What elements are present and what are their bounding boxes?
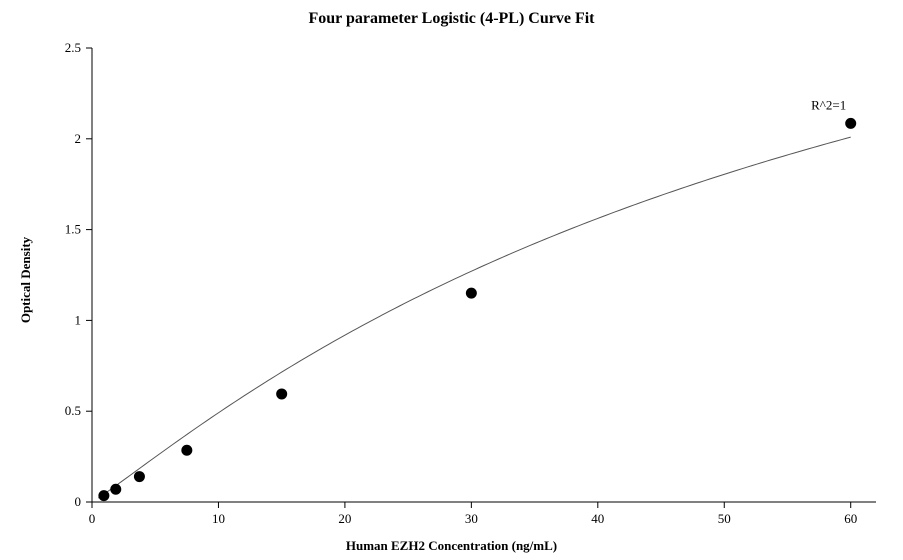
- r-squared-annotation: R^2=1: [811, 97, 846, 112]
- x-tick-label: 50: [718, 511, 731, 526]
- y-axis-label-wrap: Optical Density: [16, 0, 36, 560]
- x-tick-label: 60: [844, 511, 857, 526]
- y-tick-label: 2: [75, 131, 82, 146]
- data-point: [846, 118, 856, 128]
- y-tick-label: 1.5: [65, 222, 81, 237]
- y-tick-label: 1: [75, 312, 82, 327]
- x-axis-label: Human EZH2 Concentration (ng/mL): [0, 538, 903, 554]
- x-tick-label: 10: [212, 511, 225, 526]
- data-point: [99, 491, 109, 501]
- data-point: [466, 288, 476, 298]
- data-point: [182, 445, 192, 455]
- fit-curve: [98, 137, 850, 498]
- chart-title: Four parameter Logistic (4-PL) Curve Fit: [0, 10, 903, 28]
- x-tick-label: 0: [89, 511, 96, 526]
- x-tick-label: 20: [338, 511, 351, 526]
- y-tick-label: 0: [75, 494, 82, 509]
- y-tick-label: 0.5: [65, 403, 81, 418]
- x-tick-label: 40: [591, 511, 604, 526]
- data-point: [111, 484, 121, 494]
- data-point: [277, 389, 287, 399]
- chart-svg: 0 10 20 30 40 50 60 0 0.5 1 1.5 2 2.5 R^2=1: [0, 0, 903, 560]
- y-tick-label: 2.5: [65, 40, 81, 55]
- y-axis-label: Optical Density: [18, 237, 34, 323]
- chart-container: Four parameter Logistic (4-PL) Curve Fit…: [0, 0, 903, 560]
- data-point: [134, 472, 144, 482]
- x-tick-label: 30: [465, 511, 478, 526]
